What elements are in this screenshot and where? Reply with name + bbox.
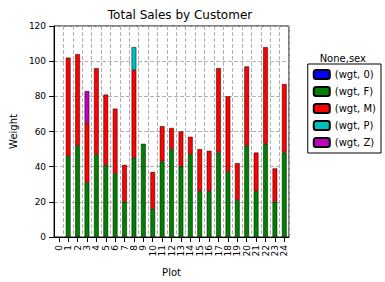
svg-text:1: 1	[63, 245, 74, 251]
svg-text:(wgt, F): (wgt, F)	[335, 86, 373, 97]
svg-text:Total Sales by Customer: Total Sales by Customer	[107, 8, 252, 22]
svg-text:14: 14	[185, 245, 196, 257]
svg-text:3: 3	[82, 245, 92, 251]
svg-text:Plot: Plot	[162, 267, 181, 278]
svg-text:(wgt, 0): (wgt, 0)	[335, 69, 374, 80]
svg-text:2: 2	[72, 245, 83, 251]
svg-text:24: 24	[279, 245, 289, 257]
svg-text:18: 18	[222, 245, 233, 257]
svg-text:(wgt, P): (wgt, P)	[335, 120, 374, 131]
svg-text:40: 40	[35, 162, 47, 172]
svg-text:8: 8	[129, 245, 139, 251]
svg-text:60: 60	[35, 127, 47, 137]
svg-text:16: 16	[204, 245, 215, 257]
svg-text:0: 0	[53, 245, 64, 251]
svg-text:None,sex: None,sex	[320, 53, 366, 64]
svg-text:5: 5	[100, 245, 111, 251]
svg-text:21: 21	[251, 245, 262, 257]
svg-text:20: 20	[35, 197, 47, 207]
svg-text:17: 17	[213, 245, 224, 257]
svg-text:(wgt, Z): (wgt, Z)	[335, 137, 375, 148]
svg-text:100: 100	[29, 56, 46, 66]
svg-text:20: 20	[241, 245, 252, 257]
svg-text:120: 120	[29, 21, 46, 31]
svg-text:22: 22	[260, 245, 271, 257]
svg-text:9: 9	[138, 245, 149, 251]
svg-text:10: 10	[147, 245, 158, 257]
svg-text:12: 12	[166, 245, 177, 257]
svg-text:80: 80	[35, 91, 47, 101]
svg-text:Weight: Weight	[8, 114, 19, 149]
svg-text:7: 7	[119, 245, 130, 251]
svg-text:19: 19	[232, 245, 243, 257]
svg-text:4: 4	[91, 245, 102, 251]
svg-text:(wgt, M): (wgt, M)	[335, 103, 376, 114]
svg-text:11: 11	[157, 245, 168, 257]
svg-text:15: 15	[194, 245, 205, 257]
svg-text:23: 23	[269, 245, 280, 257]
svg-text:6: 6	[110, 245, 121, 251]
svg-text:13: 13	[175, 245, 186, 257]
svg-text:0: 0	[40, 232, 46, 242]
